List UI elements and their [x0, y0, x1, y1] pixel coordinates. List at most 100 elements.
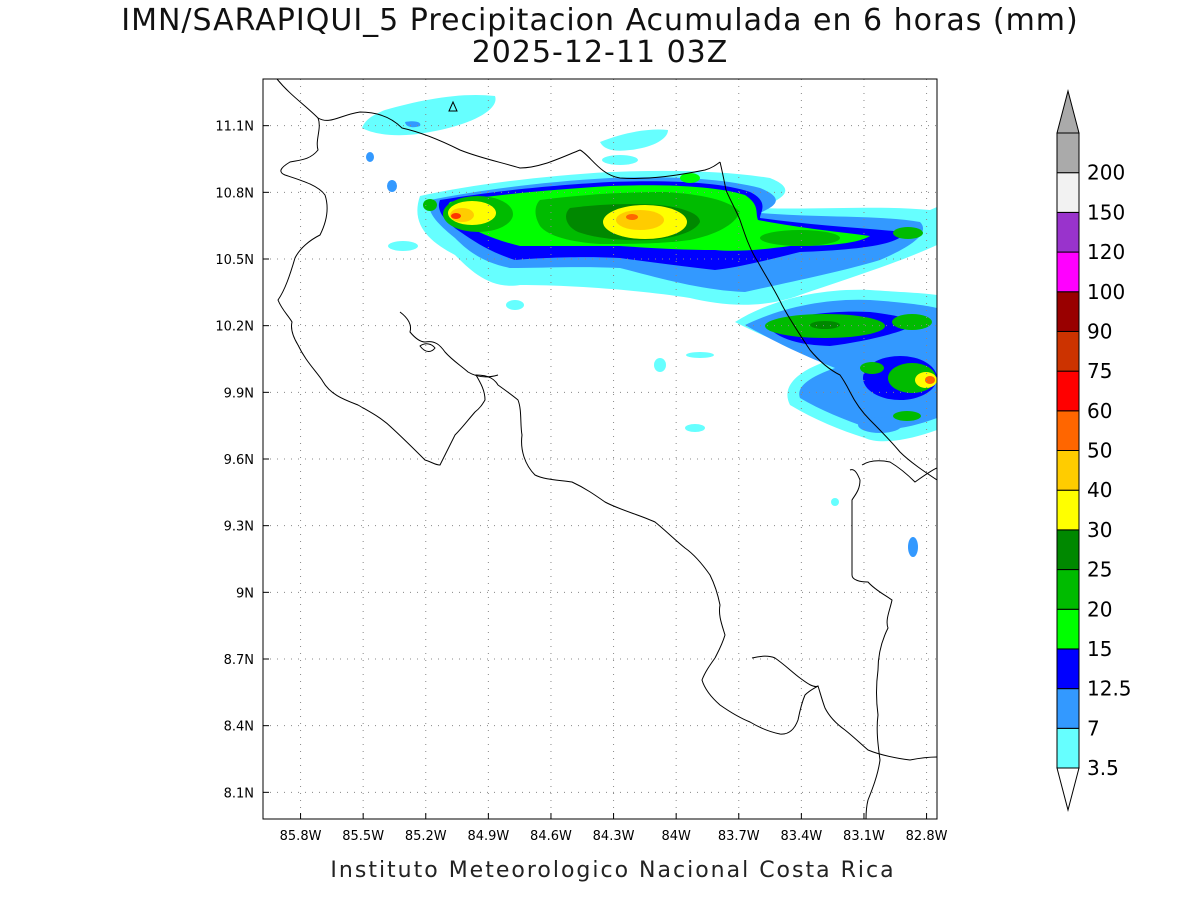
lon-tick-labels: 85.8W 85.5W 85.2W 84.9W 84.6W 84.3W 84W 83.7W 83…	[280, 813, 948, 844]
colorbar-swatch	[1056, 688, 1080, 729]
lon-tick-label: 82.8W	[906, 829, 948, 844]
precip-band-nw-inner	[405, 121, 421, 128]
precip-dot	[366, 152, 374, 162]
map-area: 85.8W 85.5W 85.2W 84.9W 84.6W 84.3W 84W 83.7W 83…	[215, 78, 948, 844]
precip-dot	[908, 537, 918, 557]
map-subtitle-date: 2025-12-11 03Z	[472, 35, 729, 70]
precip-contour-7-se6	[858, 417, 902, 433]
colorbar-swatch	[1056, 291, 1080, 332]
colorbar-label: 200	[1087, 161, 1125, 185]
precip-dot	[685, 424, 705, 432]
colorbar-swatch	[1056, 648, 1080, 690]
precip-band-southeast	[735, 289, 937, 442]
colorbar-swatch	[1056, 529, 1080, 571]
lon-tick-label: 83.4W	[780, 829, 822, 844]
colorbar-swatch	[1056, 132, 1080, 174]
precip-dot	[602, 155, 638, 165]
colorbar-label: 12.5	[1087, 677, 1132, 701]
osa-peninsula	[701, 657, 937, 761]
lat-tick-label: 8.4N	[224, 720, 254, 735]
footer-credit: Instituto Meteorologico Nacional Costa R…	[330, 858, 895, 883]
panama-coast-east	[861, 460, 937, 483]
colorbar-label: 15	[1087, 637, 1112, 661]
lon-tick-label: 84.3W	[593, 829, 635, 844]
precip-contour-60-west	[451, 213, 461, 219]
golfo-dulce	[751, 655, 819, 687]
lat-tick-label: 11.1N	[215, 120, 254, 135]
lon-tick-label: 84W	[661, 829, 691, 844]
colorbar-swatch	[1056, 330, 1080, 372]
lat-tick-label: 9N	[236, 586, 254, 601]
colorbar-label: 120	[1087, 240, 1125, 264]
precip-contour-20-east	[760, 230, 840, 246]
precip-contour-15-ne	[680, 173, 700, 183]
triangle-marker	[448, 100, 458, 112]
colorbar-label: 40	[1087, 478, 1112, 502]
colorbar-swatch	[1056, 211, 1080, 253]
lon-tick-label: 85.2W	[405, 829, 447, 844]
map-frame	[262, 78, 938, 820]
precipitation-layer	[362, 94, 937, 557]
nicaragua-border	[276, 79, 721, 179]
lon-tick-label: 85.8W	[280, 829, 322, 844]
precip-contour-20-se4	[860, 362, 884, 374]
lat-tick-label: 10.2N	[215, 320, 254, 335]
precip-dot	[686, 352, 714, 358]
colorbar-legend: 3.5 7 12.5 15 20 25 30 40 50 60 75 90 100 120 150 200	[1056, 89, 1132, 812]
lon-tick-label: 85.5W	[342, 829, 384, 844]
precip-band-nw	[362, 94, 496, 136]
island	[419, 343, 436, 352]
colorbar-swatch	[1056, 370, 1080, 412]
precip-contour-50-se3	[925, 376, 935, 384]
colorbar-label: 100	[1087, 280, 1125, 304]
colorbar-swatch	[1056, 450, 1080, 491]
precip-contour-50	[626, 214, 638, 220]
colorbar-high-arrow	[1056, 89, 1080, 134]
precip-small-cell	[423, 199, 437, 211]
colorbar-label: 50	[1087, 439, 1112, 463]
colorbar-swatch	[1056, 727, 1080, 769]
map-title: IMN/SARAPIQUI_5 Precipitacion Acumulada …	[121, 3, 1078, 38]
lon-tick-label: 84.6W	[530, 829, 572, 844]
colorbar-swatch	[1056, 608, 1080, 650]
colorbar-swatch	[1056, 172, 1080, 213]
coastlines	[276, 79, 937, 819]
colorbar-label: 75	[1087, 359, 1112, 383]
precip-contour-20-se5	[893, 411, 921, 421]
lat-tick-label: 10.5N	[215, 253, 254, 268]
caribbean-coast	[719, 161, 937, 481]
precip-dot	[831, 498, 839, 506]
lat-tick-label: 9.3N	[224, 520, 254, 535]
precip-contour-20-east2	[893, 227, 923, 239]
colorbar-label: 30	[1087, 518, 1112, 542]
precip-dot	[506, 300, 524, 310]
nicoya-peninsula	[399, 311, 499, 378]
colorbar-label: 60	[1087, 399, 1112, 423]
panama-border	[849, 469, 893, 819]
map-grid	[263, 79, 937, 819]
lon-tick-label: 84.9W	[467, 829, 509, 844]
colorbar-label: 7	[1087, 716, 1100, 740]
pacific-coast-north	[277, 117, 726, 659]
lat-tick-label: 8.1N	[224, 786, 254, 801]
precip-contour-40	[616, 210, 664, 230]
colorbar-label: 3.5	[1087, 756, 1119, 780]
lat-tick-label: 10.8N	[215, 186, 254, 201]
lon-tick-label: 83.7W	[718, 829, 760, 844]
colorbar-swatch	[1056, 569, 1080, 610]
colorbar-label: 20	[1087, 597, 1112, 621]
lat-tick-label: 9.9N	[224, 386, 254, 401]
precip-contour-20-se2	[892, 314, 932, 330]
precip-dot	[387, 180, 397, 192]
colorbar-label: 25	[1087, 558, 1112, 582]
colorbar-label: 150	[1087, 200, 1125, 224]
precip-dot	[388, 241, 418, 251]
colorbar-swatch	[1056, 251, 1080, 293]
precip-band-north	[417, 170, 937, 305]
lat-tick-label: 8.7N	[224, 653, 254, 668]
precip-contour-25-se	[810, 321, 840, 329]
colorbar-swatch	[1056, 410, 1080, 451]
colorbar-swatch	[1056, 489, 1080, 531]
colorbar-label: 90	[1087, 319, 1112, 343]
